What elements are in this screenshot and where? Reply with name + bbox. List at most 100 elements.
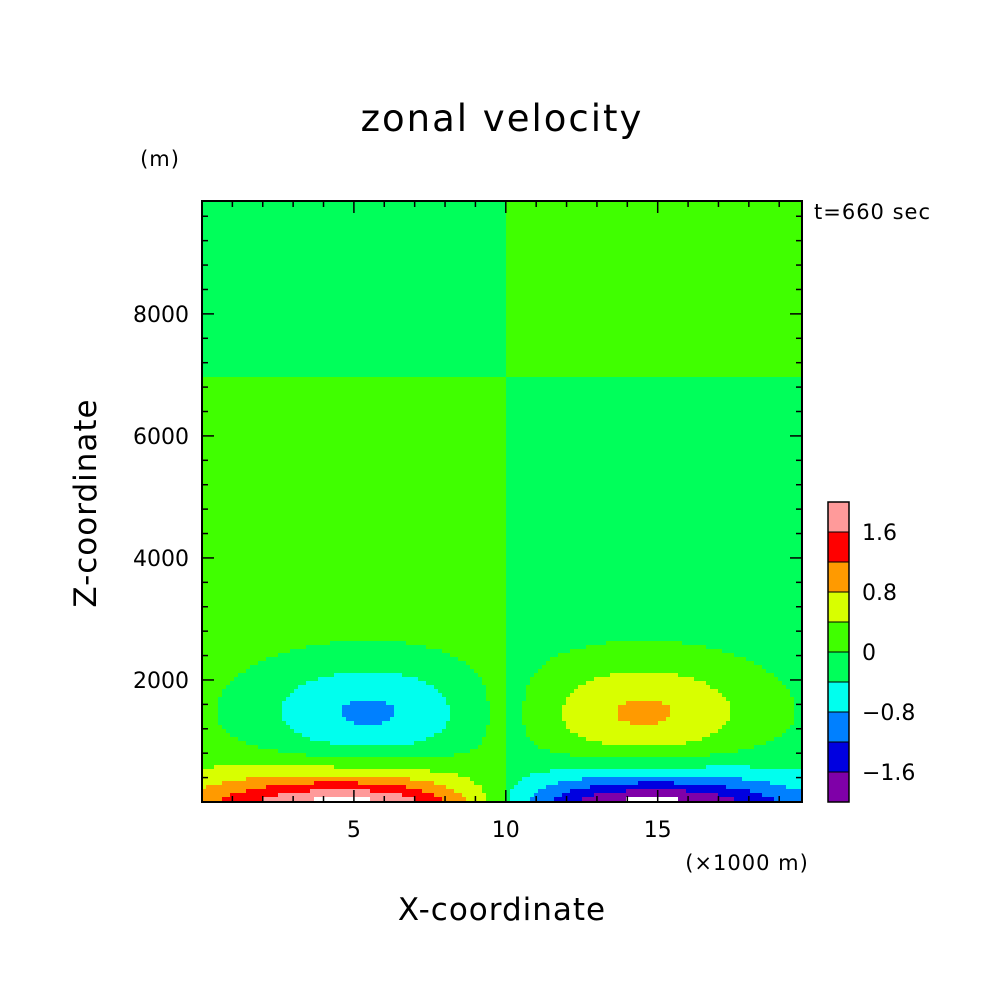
contour-band: [546, 661, 755, 666]
contour-band: [506, 321, 802, 326]
contour-band: [486, 729, 507, 734]
contour-band: [230, 681, 307, 686]
contour-band: [218, 717, 283, 722]
contour-band: [202, 497, 507, 502]
contour-band: [282, 705, 343, 710]
contour-band: [506, 545, 802, 550]
contour-band: [506, 357, 802, 362]
contour-band: [202, 701, 219, 706]
contour-band: [462, 793, 487, 798]
contour-band: [506, 373, 802, 378]
contour-band: [202, 489, 507, 494]
contour-band: [202, 225, 507, 230]
contour-band: [202, 433, 507, 438]
contour-band: [506, 605, 802, 610]
contour-band: [506, 421, 802, 426]
contour-band: [202, 457, 507, 462]
contour-band: [506, 441, 802, 446]
contour-band: [786, 685, 802, 690]
contour-band: [334, 673, 403, 678]
contour-band: [202, 329, 507, 334]
contour-band: [202, 513, 507, 518]
contour-band: [506, 297, 802, 302]
contour-band: [202, 261, 507, 266]
contour-band: [570, 789, 627, 794]
contour-band: [506, 241, 802, 246]
colorbar-swatch: [827, 651, 850, 683]
contour-band: [506, 789, 511, 794]
contour-band: [506, 729, 527, 734]
contour-band: [394, 713, 451, 718]
contour-band: [506, 201, 802, 206]
contour-band: [506, 333, 802, 338]
contour-band: [506, 405, 802, 410]
contour-band: [734, 797, 775, 802]
contour-band: [202, 469, 507, 474]
contour-band: [450, 709, 491, 714]
contour-band: [506, 457, 802, 462]
contour-band: [482, 789, 507, 794]
contour-band: [202, 453, 507, 458]
contour-band: [230, 793, 279, 798]
contour-band: [202, 461, 507, 466]
contour-band: [530, 797, 555, 802]
contour-band: [530, 773, 802, 778]
contour-band: [202, 517, 507, 522]
contour-band: [626, 789, 687, 794]
contour-band: [450, 713, 491, 718]
contour-band: [282, 709, 343, 714]
contour-band: [738, 749, 802, 754]
contour-band: [506, 733, 527, 738]
contour-band: [434, 733, 487, 738]
contour-band: [314, 797, 371, 802]
contour-band: [382, 721, 447, 726]
contour-band: [506, 765, 707, 770]
contour-band: [474, 669, 507, 674]
contour-band: [722, 649, 802, 654]
contour-band: [422, 789, 455, 794]
contour-band: [202, 557, 507, 562]
contour-band: [506, 209, 802, 214]
contour-band: [282, 701, 351, 706]
contour-band: [202, 797, 223, 802]
contour-band: [490, 705, 507, 710]
contour-band: [510, 793, 535, 798]
contour-band: [202, 609, 507, 614]
contour-band: [570, 729, 719, 734]
contour-band: [426, 645, 507, 650]
contour-band: [526, 697, 567, 702]
contour-band: [402, 793, 435, 798]
contour-band: [202, 569, 507, 574]
contour-band: [706, 681, 783, 686]
contour-band: [202, 705, 219, 710]
contour-band: [506, 269, 802, 274]
contour-band: [750, 765, 802, 770]
contour-band: [278, 653, 451, 658]
contour-band: [202, 665, 251, 670]
contour-band: [506, 233, 802, 238]
contour-band: [202, 601, 507, 606]
contour-band: [262, 797, 315, 802]
contour-band: [554, 797, 583, 802]
contour-band: [434, 781, 475, 786]
contour-band: [526, 693, 571, 698]
contour-band: [486, 733, 507, 738]
contour-band: [306, 681, 427, 686]
contour-band: [202, 761, 507, 766]
contour-band: [506, 425, 802, 430]
contour-band: [486, 797, 507, 802]
contour-band: [506, 525, 802, 530]
contour-band: [458, 773, 507, 778]
contour-band: [618, 713, 671, 718]
contour-band: [506, 713, 523, 718]
contour-band: [246, 789, 311, 794]
contour-band: [482, 677, 507, 682]
contour-band: [454, 753, 507, 758]
contour-band: [586, 737, 703, 742]
contour-band: [786, 785, 802, 790]
contour-band: [278, 793, 403, 798]
contour-band: [506, 361, 802, 366]
contour-band: [506, 757, 802, 762]
contour-band: [506, 753, 571, 758]
contour-band: [794, 721, 802, 726]
